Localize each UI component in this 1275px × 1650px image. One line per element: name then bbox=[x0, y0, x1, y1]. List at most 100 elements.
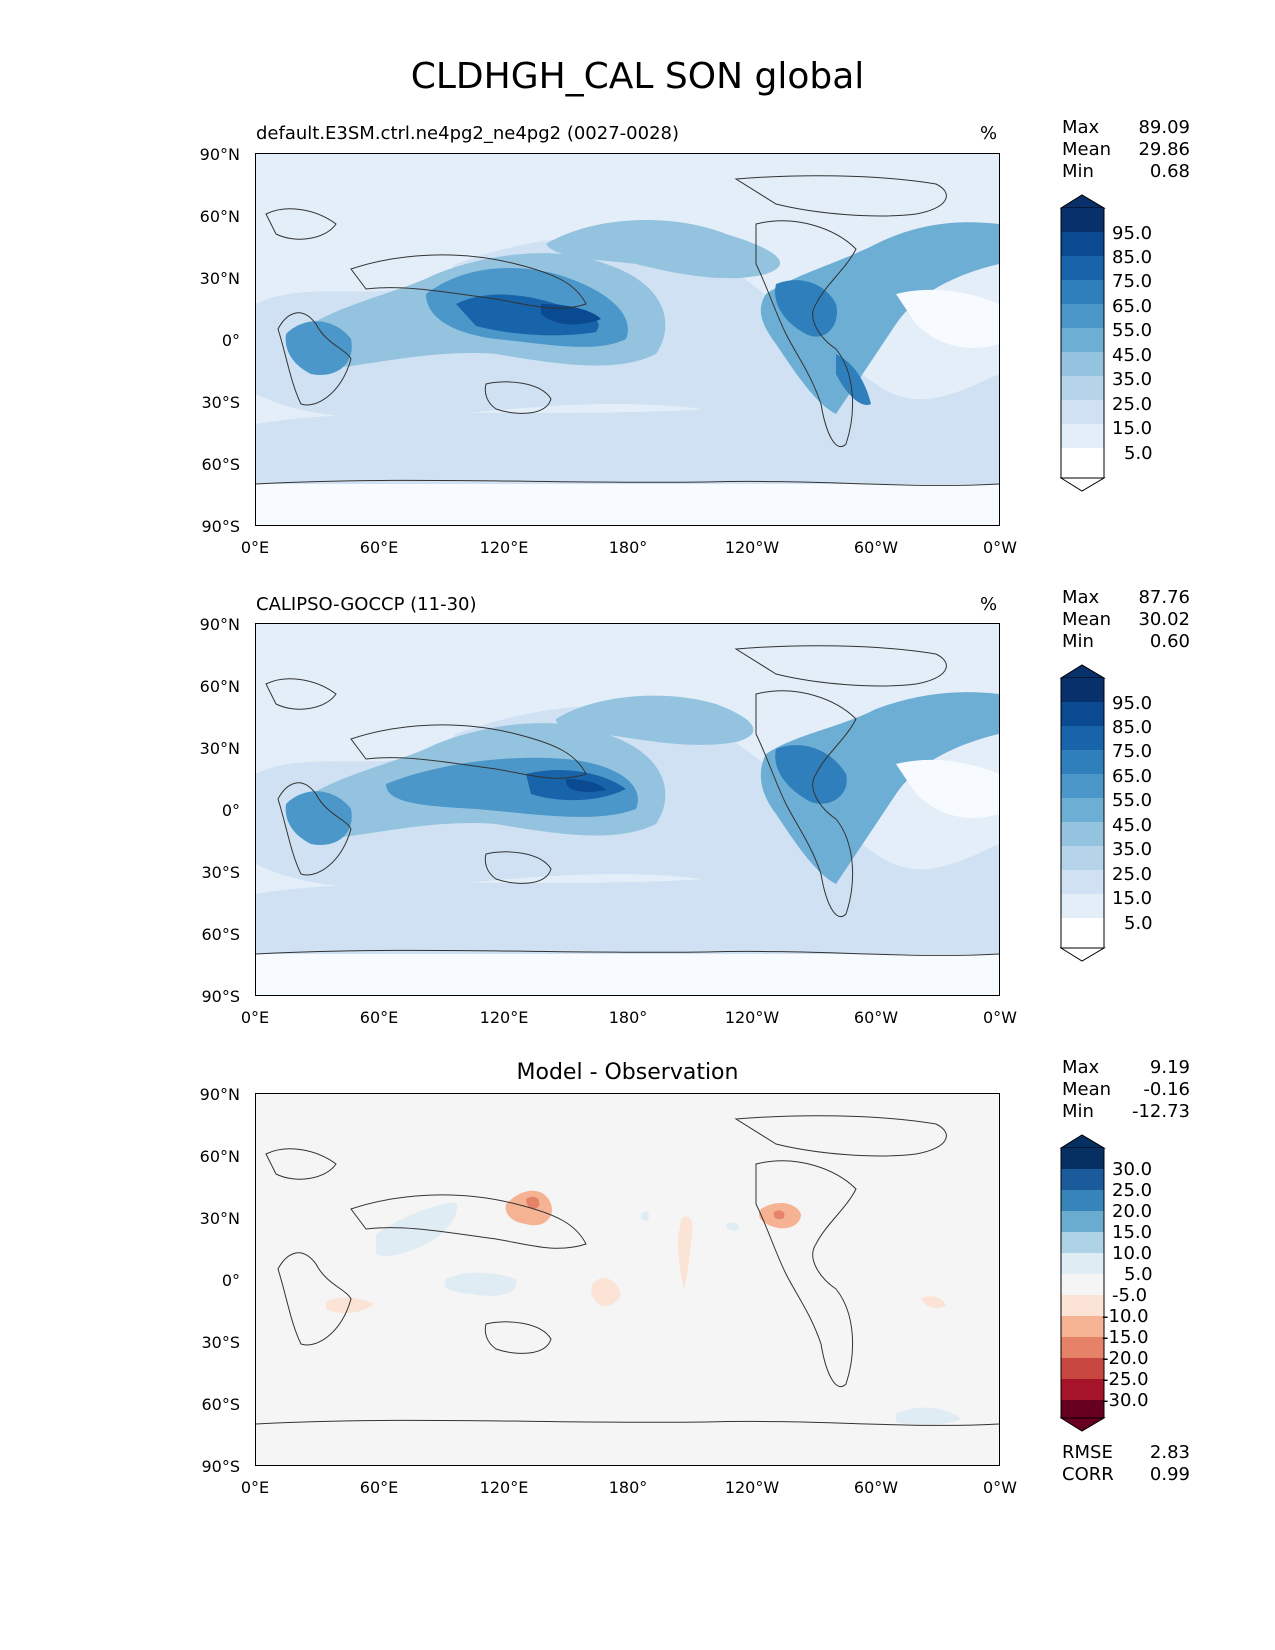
panel1-units: % bbox=[980, 123, 998, 144]
stat-value: 30.02 bbox=[1138, 609, 1190, 630]
ytick-90n: 90°N bbox=[199, 145, 240, 164]
cb1-label: 55.0 bbox=[1112, 320, 1153, 341]
xtick-120e: 120°E bbox=[479, 1478, 529, 1497]
ytick-90s: 90°S bbox=[201, 987, 240, 1006]
xtick-60e: 60°E bbox=[359, 538, 399, 557]
ytick-0: 0° bbox=[221, 801, 240, 820]
cb3-label: -25.0 bbox=[1102, 1369, 1149, 1390]
stat-label: Max bbox=[1062, 117, 1100, 138]
ytick-30s: 30°S bbox=[201, 393, 240, 412]
ytick-60n: 60°N bbox=[199, 1147, 240, 1166]
stat-value: 9.19 bbox=[1149, 1057, 1190, 1078]
cb3-label: 15.0 bbox=[1112, 1222, 1153, 1243]
cb1-label: 75.0 bbox=[1112, 271, 1153, 292]
ytick-30s: 30°S bbox=[201, 1333, 240, 1352]
panel2-units: % bbox=[980, 594, 998, 615]
panel1-colorbar bbox=[1059, 194, 1106, 498]
ytick-60s: 60°S bbox=[201, 455, 240, 474]
stat-label: Mean bbox=[1062, 139, 1112, 160]
cb1-label: 15.0 bbox=[1112, 418, 1153, 439]
stat-value: 87.76 bbox=[1138, 587, 1190, 608]
xtick-180: 180° bbox=[608, 1008, 648, 1027]
ytick-30n: 30°N bbox=[199, 739, 240, 758]
ytick-90n: 90°N bbox=[199, 1085, 240, 1104]
xtick-120e: 120°E bbox=[479, 1008, 529, 1027]
cb3-label: -15.0 bbox=[1102, 1327, 1149, 1348]
ytick-90n: 90°N bbox=[199, 615, 240, 634]
cb2-label: 85.0 bbox=[1112, 717, 1153, 738]
cb2-label: 5.0 bbox=[1124, 913, 1153, 934]
panel2-colorbar bbox=[1059, 664, 1106, 968]
panel2-stats: Max 87.76 Mean 30.02 Min 0.60 bbox=[1062, 587, 1190, 653]
stat-value: 89.09 bbox=[1138, 117, 1190, 138]
xtick-0w: 0°W bbox=[983, 1008, 1017, 1027]
xtick-60w: 60°W bbox=[853, 538, 899, 557]
ytick-30n: 30°N bbox=[199, 269, 240, 288]
xtick-0w: 0°W bbox=[983, 1478, 1017, 1497]
panel3-stats: Max 9.19 Mean -0.16 Min -12.73 bbox=[1062, 1057, 1190, 1123]
xtick-120e: 120°E bbox=[479, 538, 529, 557]
figure-title: CLDHGH_CAL SON global bbox=[410, 56, 865, 97]
metric-value: 2.83 bbox=[1149, 1442, 1190, 1463]
cb1-label: 25.0 bbox=[1112, 394, 1153, 415]
cb3-label: -5.0 bbox=[1112, 1285, 1148, 1306]
xtick-0e: 0°E bbox=[240, 538, 270, 557]
xtick-60w: 60°W bbox=[853, 1008, 899, 1027]
xtick-60e: 60°E bbox=[359, 1008, 399, 1027]
cb3-label: 20.0 bbox=[1112, 1201, 1153, 1222]
stat-value: 0.68 bbox=[1149, 161, 1190, 182]
cb3-label: 10.0 bbox=[1112, 1243, 1153, 1264]
xtick-60w: 60°W bbox=[853, 1478, 899, 1497]
cb2-label: 75.0 bbox=[1112, 741, 1153, 762]
cb2-label: 45.0 bbox=[1112, 815, 1153, 836]
metric-label: RMSE bbox=[1062, 1442, 1113, 1463]
cb1-label: 65.0 bbox=[1112, 296, 1153, 317]
xtick-60e: 60°E bbox=[359, 1478, 399, 1497]
xtick-180: 180° bbox=[608, 1478, 648, 1497]
xtick-0e: 0°E bbox=[240, 1008, 270, 1027]
stat-label: Min bbox=[1062, 1101, 1094, 1122]
panel1-title: default.E3SM.ctrl.ne4pg2_ne4pg2 (0027-00… bbox=[256, 123, 679, 144]
stat-label: Mean bbox=[1062, 609, 1112, 630]
cb2-label: 55.0 bbox=[1112, 790, 1153, 811]
ytick-60n: 60°N bbox=[199, 207, 240, 226]
panel3-title: Model - Observation bbox=[516, 1060, 739, 1085]
cb3-label: 5.0 bbox=[1124, 1264, 1153, 1285]
stat-label: Min bbox=[1062, 631, 1094, 652]
ytick-0: 0° bbox=[221, 1271, 240, 1290]
cb2-label: 95.0 bbox=[1112, 693, 1153, 714]
observation-map bbox=[255, 623, 1000, 996]
cb1-label: 35.0 bbox=[1112, 369, 1153, 390]
cb2-label: 15.0 bbox=[1112, 888, 1153, 909]
metric-label: CORR bbox=[1062, 1464, 1114, 1485]
xtick-120w: 120°W bbox=[724, 1008, 780, 1027]
cb3-label: -10.0 bbox=[1102, 1306, 1149, 1327]
stat-label: Mean bbox=[1062, 1079, 1112, 1100]
ytick-90s: 90°S bbox=[201, 1457, 240, 1476]
ytick-30s: 30°S bbox=[201, 863, 240, 882]
xtick-180: 180° bbox=[608, 538, 648, 557]
cb1-label: 5.0 bbox=[1124, 443, 1153, 464]
stat-label: Max bbox=[1062, 587, 1100, 608]
ytick-0: 0° bbox=[221, 331, 240, 350]
cb3-label: 30.0 bbox=[1112, 1159, 1153, 1180]
panel3-colorbar bbox=[1059, 1134, 1106, 1438]
difference-map bbox=[255, 1093, 1000, 1466]
cb2-label: 65.0 bbox=[1112, 766, 1153, 787]
ytick-60s: 60°S bbox=[201, 1395, 240, 1414]
stat-label: Min bbox=[1062, 161, 1094, 182]
stat-value: -0.16 bbox=[1143, 1079, 1190, 1100]
panel3-metrics: RMSE 2.83 CORR 0.99 bbox=[1062, 1442, 1190, 1486]
ytick-90s: 90°S bbox=[201, 517, 240, 536]
panel1-stats: Max 89.09 Mean 29.86 Min 0.68 bbox=[1062, 117, 1190, 183]
ytick-60s: 60°S bbox=[201, 925, 240, 944]
xtick-0w: 0°W bbox=[983, 538, 1017, 557]
cb1-label: 95.0 bbox=[1112, 223, 1153, 244]
xtick-120w: 120°W bbox=[724, 1478, 780, 1497]
cb3-label: -30.0 bbox=[1102, 1390, 1149, 1411]
xtick-0e: 0°E bbox=[240, 1478, 270, 1497]
panel2-title: CALIPSO-GOCCP (11-30) bbox=[256, 594, 477, 615]
stat-value: 0.60 bbox=[1149, 631, 1190, 652]
cb2-label: 35.0 bbox=[1112, 839, 1153, 860]
stat-label: Max bbox=[1062, 1057, 1100, 1078]
